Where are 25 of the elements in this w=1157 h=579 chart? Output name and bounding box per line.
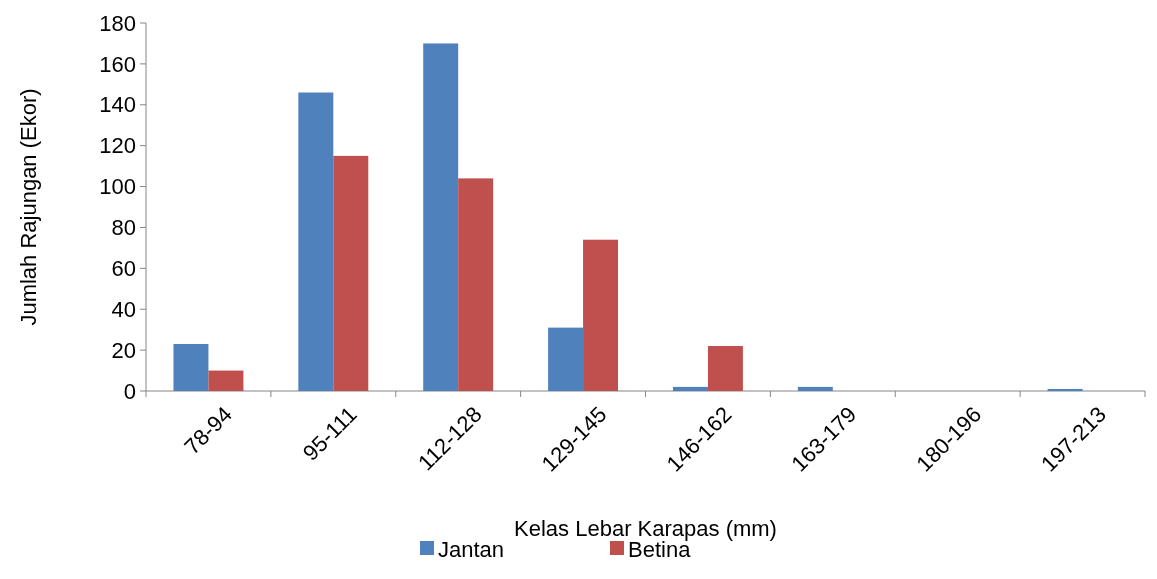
y-tick-label: 20	[111, 337, 136, 363]
bar	[423, 43, 459, 391]
bar	[672, 386, 708, 391]
y-tick-label: 80	[111, 215, 136, 241]
bar	[797, 386, 833, 391]
y-tick-label: 160	[99, 51, 136, 77]
y-tick-label: 180	[99, 10, 136, 36]
y-tick-label: 100	[99, 174, 136, 200]
bar	[208, 370, 244, 391]
bar	[173, 343, 209, 391]
y-tick-label: 0	[123, 378, 136, 404]
bar	[458, 178, 494, 391]
y-tick-label: 120	[99, 133, 136, 159]
x-axis-title: Kelas Lebar Karapas (mm)	[514, 516, 777, 541]
y-axis-title: Jumlah Rajungan (Ekor)	[16, 88, 41, 326]
legend-label: Jantan	[438, 536, 505, 562]
y-tick-label: 40	[111, 296, 136, 322]
y-tick-label: 60	[111, 256, 136, 282]
y-tick-label: 140	[99, 92, 136, 118]
bar	[333, 155, 369, 391]
bar	[583, 239, 619, 391]
bar	[298, 92, 334, 391]
bar	[707, 346, 743, 391]
bar	[548, 327, 584, 391]
bar	[1047, 388, 1083, 391]
